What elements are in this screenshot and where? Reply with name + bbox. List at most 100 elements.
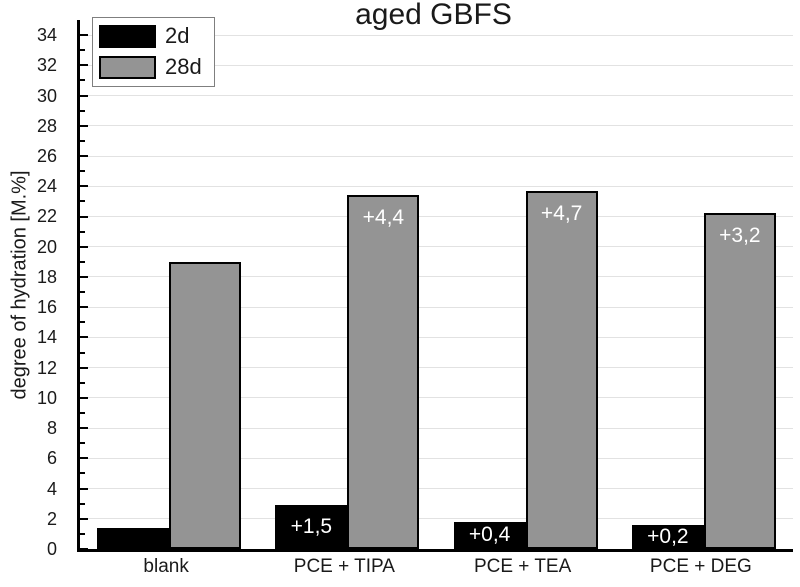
y-minor-tick <box>80 200 85 203</box>
y-tick-label: 10 <box>36 387 57 408</box>
legend-entry-28d: 28d <box>99 55 202 79</box>
bar-2d-PCE+TEA: +0,4 <box>453 521 526 549</box>
bar-value-label: +1,5 <box>290 515 333 539</box>
y-major-tick <box>80 336 88 339</box>
legend-label-28d: 28d <box>165 54 202 79</box>
bar-value-label: +4,4 <box>362 206 405 230</box>
y-major-tick <box>80 245 88 248</box>
y-minor-tick <box>80 321 85 324</box>
x-axis-tick-labels: blank PCE + TIPA PCE + TEA PCE + DEG <box>77 554 790 582</box>
gridline <box>80 185 793 187</box>
y-minor-tick <box>80 260 85 263</box>
y-tick-label: 20 <box>36 236 57 257</box>
y-tick-label: 30 <box>36 85 57 106</box>
y-minor-tick <box>80 532 85 535</box>
y-tick-label: 18 <box>36 266 57 287</box>
y-minor-tick <box>80 49 85 52</box>
gridline <box>80 518 793 520</box>
y-tick-label: 14 <box>36 327 57 348</box>
gridline <box>80 336 793 338</box>
gridline <box>80 488 793 490</box>
y-major-tick <box>80 306 88 309</box>
legend-swatch-28d <box>99 55 156 79</box>
x-tick-label-PCE+TIPA: PCE + TIPA <box>293 556 395 577</box>
bar-value-label: +0,4 <box>468 523 511 547</box>
y-axis-tick-labels: 0 2 4 6 8 10 12 14 16 18 20 22 24 26 28 30 32 34 <box>0 20 66 559</box>
legend-label-2d: 2d <box>165 23 190 48</box>
y-tick-label: 28 <box>36 115 57 136</box>
gridline <box>80 64 793 66</box>
gridline <box>80 34 793 36</box>
y-major-tick <box>80 427 88 430</box>
bar-28d-PCE+TIPA: +4,4 <box>347 195 420 549</box>
plot-area: +1,5 +4,4 +0,4 +4,7 +0,2 +3,2 <box>77 20 793 552</box>
y-major-tick <box>80 487 88 490</box>
y-tick-label: 12 <box>36 357 57 378</box>
y-major-tick <box>80 185 88 188</box>
y-major-tick <box>80 64 88 67</box>
y-tick-label: 8 <box>46 418 57 439</box>
y-major-tick <box>80 215 88 218</box>
bar-28d-PCE+DEG: +3,2 <box>703 213 776 549</box>
gridline <box>80 427 793 429</box>
y-minor-tick <box>80 291 85 294</box>
gridline <box>80 276 793 278</box>
y-tick-label: 32 <box>36 55 57 76</box>
y-tick-label: 26 <box>36 146 57 167</box>
y-tick-label: 4 <box>46 478 57 499</box>
y-minor-tick <box>80 79 85 82</box>
x-tick-label-blank: blank <box>143 556 189 577</box>
x-tick-label-PCE+TEA: PCE + TEA <box>473 556 572 577</box>
y-tick-label: 0 <box>46 539 57 559</box>
y-major-tick <box>80 457 88 460</box>
chart-title: aged GBFS <box>355 0 512 31</box>
gridline <box>80 95 793 97</box>
legend-swatch-2d <box>99 24 156 48</box>
bar-28d-blank <box>169 261 242 549</box>
bar-2d-blank <box>97 527 170 549</box>
bar-28d-PCE+TEA: +4,7 <box>525 190 598 549</box>
y-minor-tick <box>80 109 85 112</box>
y-major-tick <box>80 548 88 550</box>
gridline <box>80 216 793 217</box>
gridline <box>80 125 793 127</box>
bar-2d-PCE+DEG: +0,2 <box>631 524 704 549</box>
y-major-tick <box>80 366 88 369</box>
gridline <box>80 155 793 157</box>
y-minor-tick <box>80 170 85 173</box>
y-tick-label: 34 <box>36 25 57 46</box>
y-minor-tick <box>80 472 85 475</box>
bar-value-label: +3,2 <box>719 224 761 248</box>
bar-value-label: +4,7 <box>540 201 583 225</box>
y-minor-tick <box>80 502 85 505</box>
y-major-tick <box>80 34 88 37</box>
gridline <box>80 246 793 248</box>
y-minor-tick <box>80 351 85 354</box>
gridline <box>80 367 793 369</box>
y-tick-label: 24 <box>36 176 57 197</box>
y-minor-tick <box>80 381 85 384</box>
bar-2d-PCE+TIPA: +1,5 <box>275 505 348 549</box>
y-tick-label: 16 <box>36 297 57 318</box>
y-major-tick <box>80 517 88 520</box>
gridline <box>80 397 793 399</box>
y-major-tick <box>80 396 88 399</box>
x-tick-label-PCE+DEG: PCE + DEG <box>649 556 752 577</box>
y-minor-tick <box>80 230 85 233</box>
y-major-tick <box>80 155 88 158</box>
y-major-tick <box>80 275 88 278</box>
y-tick-label: 6 <box>46 448 57 469</box>
y-major-tick <box>80 124 88 127</box>
y-minor-tick <box>80 442 85 445</box>
gridline <box>80 306 793 308</box>
gridline <box>80 457 793 459</box>
legend-entry-2d: 2d <box>99 24 202 48</box>
legend: 2d 28d <box>92 17 215 87</box>
y-tick-label: 2 <box>46 508 57 529</box>
bar-value-label: +0,2 <box>647 524 689 548</box>
y-minor-tick <box>80 411 85 414</box>
y-minor-tick <box>80 139 85 142</box>
y-major-tick <box>80 94 88 97</box>
y-tick-label: 22 <box>36 206 57 227</box>
